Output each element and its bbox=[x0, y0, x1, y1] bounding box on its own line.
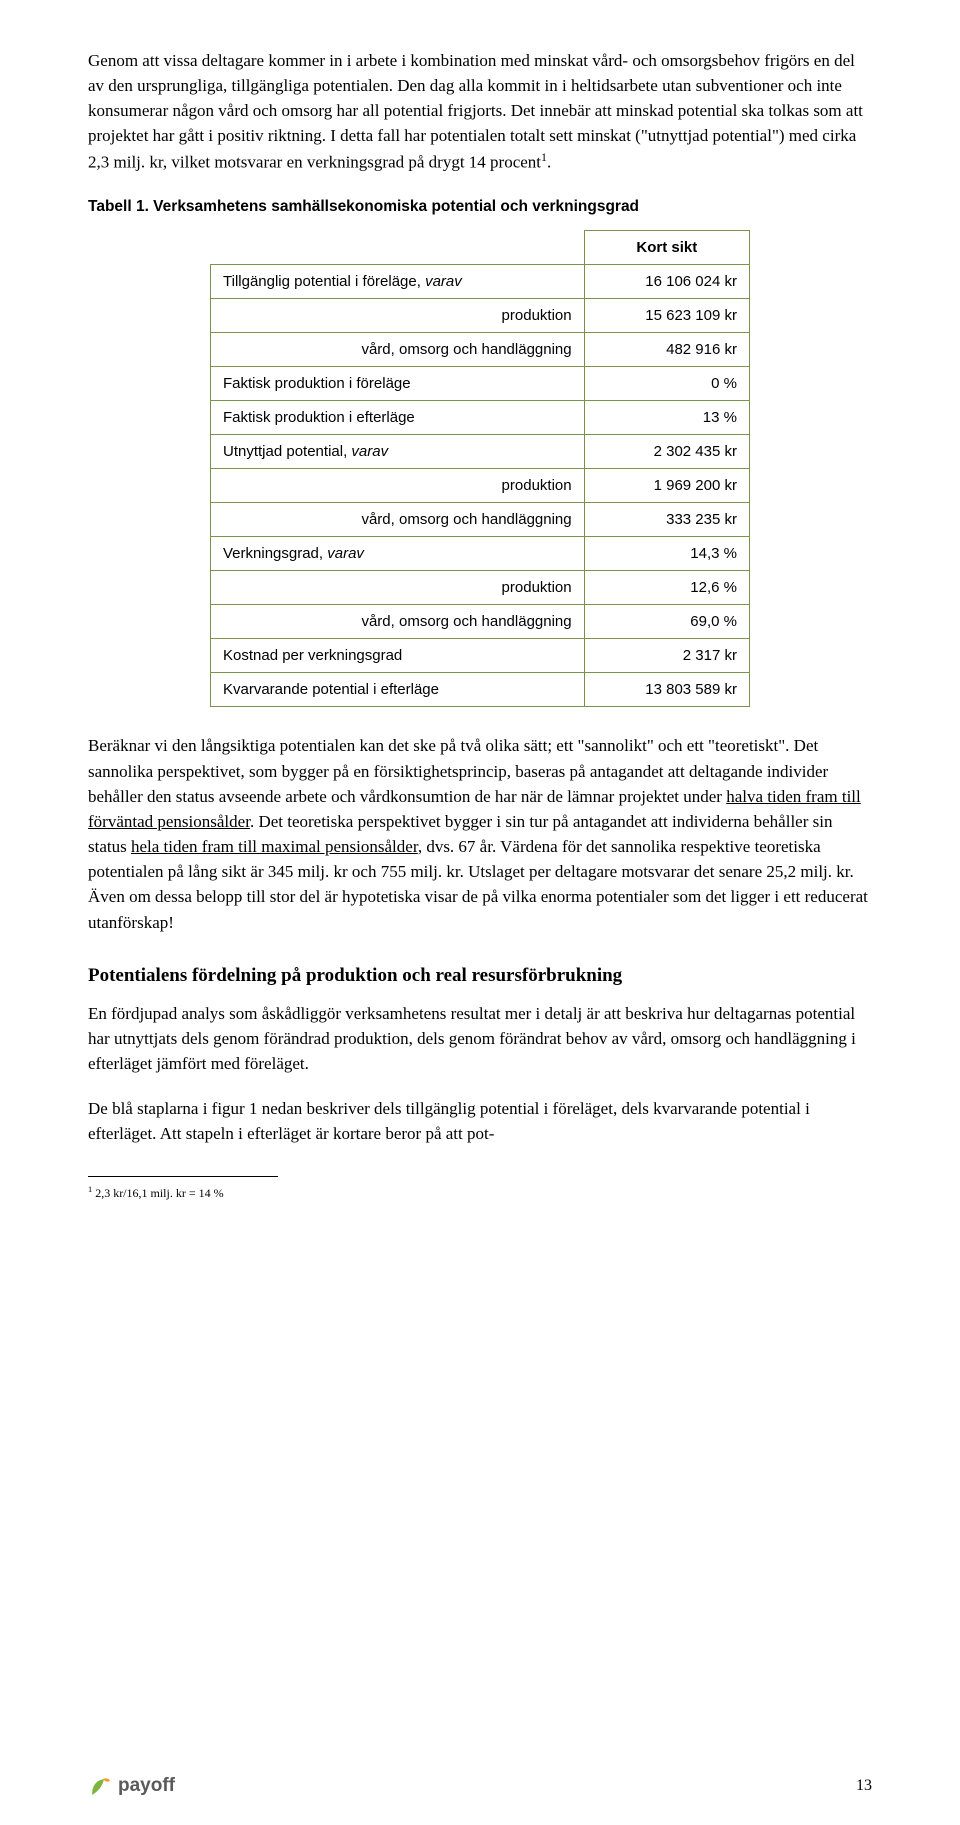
table-cell-label: Kvarvarande potential i efterläge bbox=[211, 673, 585, 707]
paragraph-1: Genom att vissa deltagare kommer in i ar… bbox=[88, 48, 872, 174]
table-cell-value: 12,6 % bbox=[584, 571, 749, 605]
table-cell-label: produktion bbox=[211, 469, 585, 503]
table-row: Faktisk produktion i efterläge13 % bbox=[211, 401, 750, 435]
paragraph-2: Beräknar vi den långsiktiga potentialen … bbox=[88, 733, 872, 934]
table-cell-label: produktion bbox=[211, 299, 585, 333]
page-footer: payoff 13 bbox=[88, 1773, 872, 1799]
table-row: produktion12,6 % bbox=[211, 571, 750, 605]
table-cell-label: Kostnad per verkningsgrad bbox=[211, 639, 585, 673]
table-cell-value: 0 % bbox=[584, 367, 749, 401]
underline-hela-tiden: hela tiden fram till maximal pensionsåld… bbox=[131, 837, 418, 856]
table-row: Faktisk produktion i föreläge0 % bbox=[211, 367, 750, 401]
table-cell-label: produktion bbox=[211, 571, 585, 605]
section-heading: Potentialens fördelning på produktion oc… bbox=[88, 965, 872, 987]
paragraph-1-text: Genom att vissa deltagare kommer in i ar… bbox=[88, 51, 863, 171]
table-cell-label: Tillgänglig potential i föreläge, varav bbox=[211, 265, 585, 299]
paragraph-3: En fördjupad analys som åskådliggör verk… bbox=[88, 1001, 872, 1076]
table-row: produktion1 969 200 kr bbox=[211, 469, 750, 503]
table-cell-value: 69,0 % bbox=[584, 605, 749, 639]
table-cell-value: 1 969 200 kr bbox=[584, 469, 749, 503]
table-header-kort-sikt: Kort sikt bbox=[584, 231, 749, 265]
logo-text: payoff bbox=[118, 1775, 175, 1797]
table-cell-label: vård, omsorg och handläggning bbox=[211, 503, 585, 537]
table-cell-value: 2 317 kr bbox=[584, 639, 749, 673]
footnote-1: 1 2,3 kr/16,1 milj. kr = 14 % bbox=[88, 1185, 872, 1201]
footnote-rule bbox=[88, 1176, 278, 1177]
table-row: vård, omsorg och handläggning69,0 % bbox=[211, 605, 750, 639]
table-cell-value: 14,3 % bbox=[584, 537, 749, 571]
leaf-icon bbox=[88, 1773, 114, 1799]
table-cell-value: 16 106 024 kr bbox=[584, 265, 749, 299]
table-row: Tillgänglig potential i föreläge, varav1… bbox=[211, 265, 750, 299]
table-row: Utnyttjad potential, varav2 302 435 kr bbox=[211, 435, 750, 469]
paragraph-4: De blå staplarna i figur 1 nedan beskriv… bbox=[88, 1096, 872, 1146]
table-cell-label: Faktisk produktion i föreläge bbox=[211, 367, 585, 401]
table-row: produktion15 623 109 kr bbox=[211, 299, 750, 333]
table-cell-label: vård, omsorg och handläggning bbox=[211, 333, 585, 367]
table-row: vård, omsorg och handläggning482 916 kr bbox=[211, 333, 750, 367]
table-cell-value: 13 % bbox=[584, 401, 749, 435]
table-caption: Tabell 1. Verksamhetens samhällsekonomis… bbox=[88, 198, 872, 216]
table-header-empty bbox=[211, 231, 585, 265]
table-cell-label: Utnyttjad potential, varav bbox=[211, 435, 585, 469]
table-cell-label: vård, omsorg och handläggning bbox=[211, 605, 585, 639]
table-row: Kostnad per verkningsgrad2 317 kr bbox=[211, 639, 750, 673]
table-cell-value: 333 235 kr bbox=[584, 503, 749, 537]
table-cell-label: Faktisk produktion i efterläge bbox=[211, 401, 585, 435]
table-row: Kvarvarande potential i efterläge13 803 … bbox=[211, 673, 750, 707]
table-row: vård, omsorg och handläggning333 235 kr bbox=[211, 503, 750, 537]
table-cell-value: 2 302 435 kr bbox=[584, 435, 749, 469]
table-cell-value: 13 803 589 kr bbox=[584, 673, 749, 707]
page-number: 13 bbox=[856, 1777, 872, 1795]
table-row: Verkningsgrad, varav14,3 % bbox=[211, 537, 750, 571]
payoff-logo: payoff bbox=[88, 1773, 175, 1799]
potential-table: Kort sikt Tillgänglig potential i förelä… bbox=[210, 230, 750, 707]
table-cell-value: 482 916 kr bbox=[584, 333, 749, 367]
table-cell-label: Verkningsgrad, varav bbox=[211, 537, 585, 571]
table-cell-value: 15 623 109 kr bbox=[584, 299, 749, 333]
